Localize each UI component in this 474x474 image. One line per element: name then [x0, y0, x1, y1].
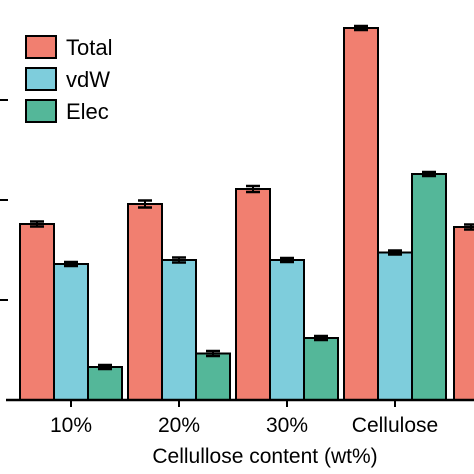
x-tick-label: 20% [158, 414, 200, 437]
error-bar-total-2 [246, 184, 260, 194]
y-ticks-layer [0, 99, 8, 301]
bars-layer [19, 27, 474, 401]
legend-label: Elec [66, 99, 109, 124]
error-bar-vdw-3 [388, 249, 402, 256]
bar-total-1 [127, 203, 163, 401]
legend-item-vdw: vdW [25, 67, 110, 92]
x-axis-title: Cellullose content (wt%) [152, 445, 377, 468]
legend-item-total: Total [25, 35, 112, 60]
error-bar-total-3 [354, 24, 368, 32]
error-bar-elec-0 [98, 363, 112, 371]
legend-label: Total [66, 35, 112, 60]
error-bar-elec-1 [206, 349, 220, 358]
bar-total-0 [19, 223, 55, 401]
x-tick-label: 10% [50, 414, 92, 437]
error-bar-vdw-1 [172, 256, 186, 264]
bar-elec-3 [411, 173, 447, 401]
bar-vdw-2 [269, 259, 305, 401]
legend-swatch [25, 99, 57, 123]
error-bar-total-0 [30, 220, 44, 228]
legend-swatch [25, 35, 57, 59]
bar-total-2 [235, 188, 271, 401]
error-bar-vdw-0 [64, 260, 78, 268]
bar-vdw-1 [161, 259, 197, 401]
error-bar-elec-2 [314, 334, 328, 342]
legend-item-elec: Elec [25, 99, 109, 124]
legend-swatch [25, 67, 57, 91]
bar-elec-1 [195, 352, 231, 401]
bar-elec-2 [303, 337, 339, 401]
x-ticks-layer: 10% 20% 30% Cellulose [50, 400, 438, 437]
bar-vdw-3 [377, 251, 413, 401]
error-bars-layer [30, 24, 474, 371]
bar-vdw-0 [53, 263, 89, 401]
error-bar-vdw-2 [280, 256, 294, 264]
legend-label: vdW [66, 67, 110, 92]
x-tick-label: 30% [266, 414, 308, 437]
x-tick-label: Cellulose [352, 414, 438, 437]
error-bar-total-1 [138, 199, 152, 209]
bar-elec-0 [87, 366, 123, 401]
error-bar-total-4 [464, 223, 474, 231]
bar-total-3 [343, 27, 379, 401]
bar-total-4 [453, 226, 474, 401]
error-bar-elec-3 [422, 170, 436, 178]
legend: Total vdW Elec [25, 35, 112, 124]
